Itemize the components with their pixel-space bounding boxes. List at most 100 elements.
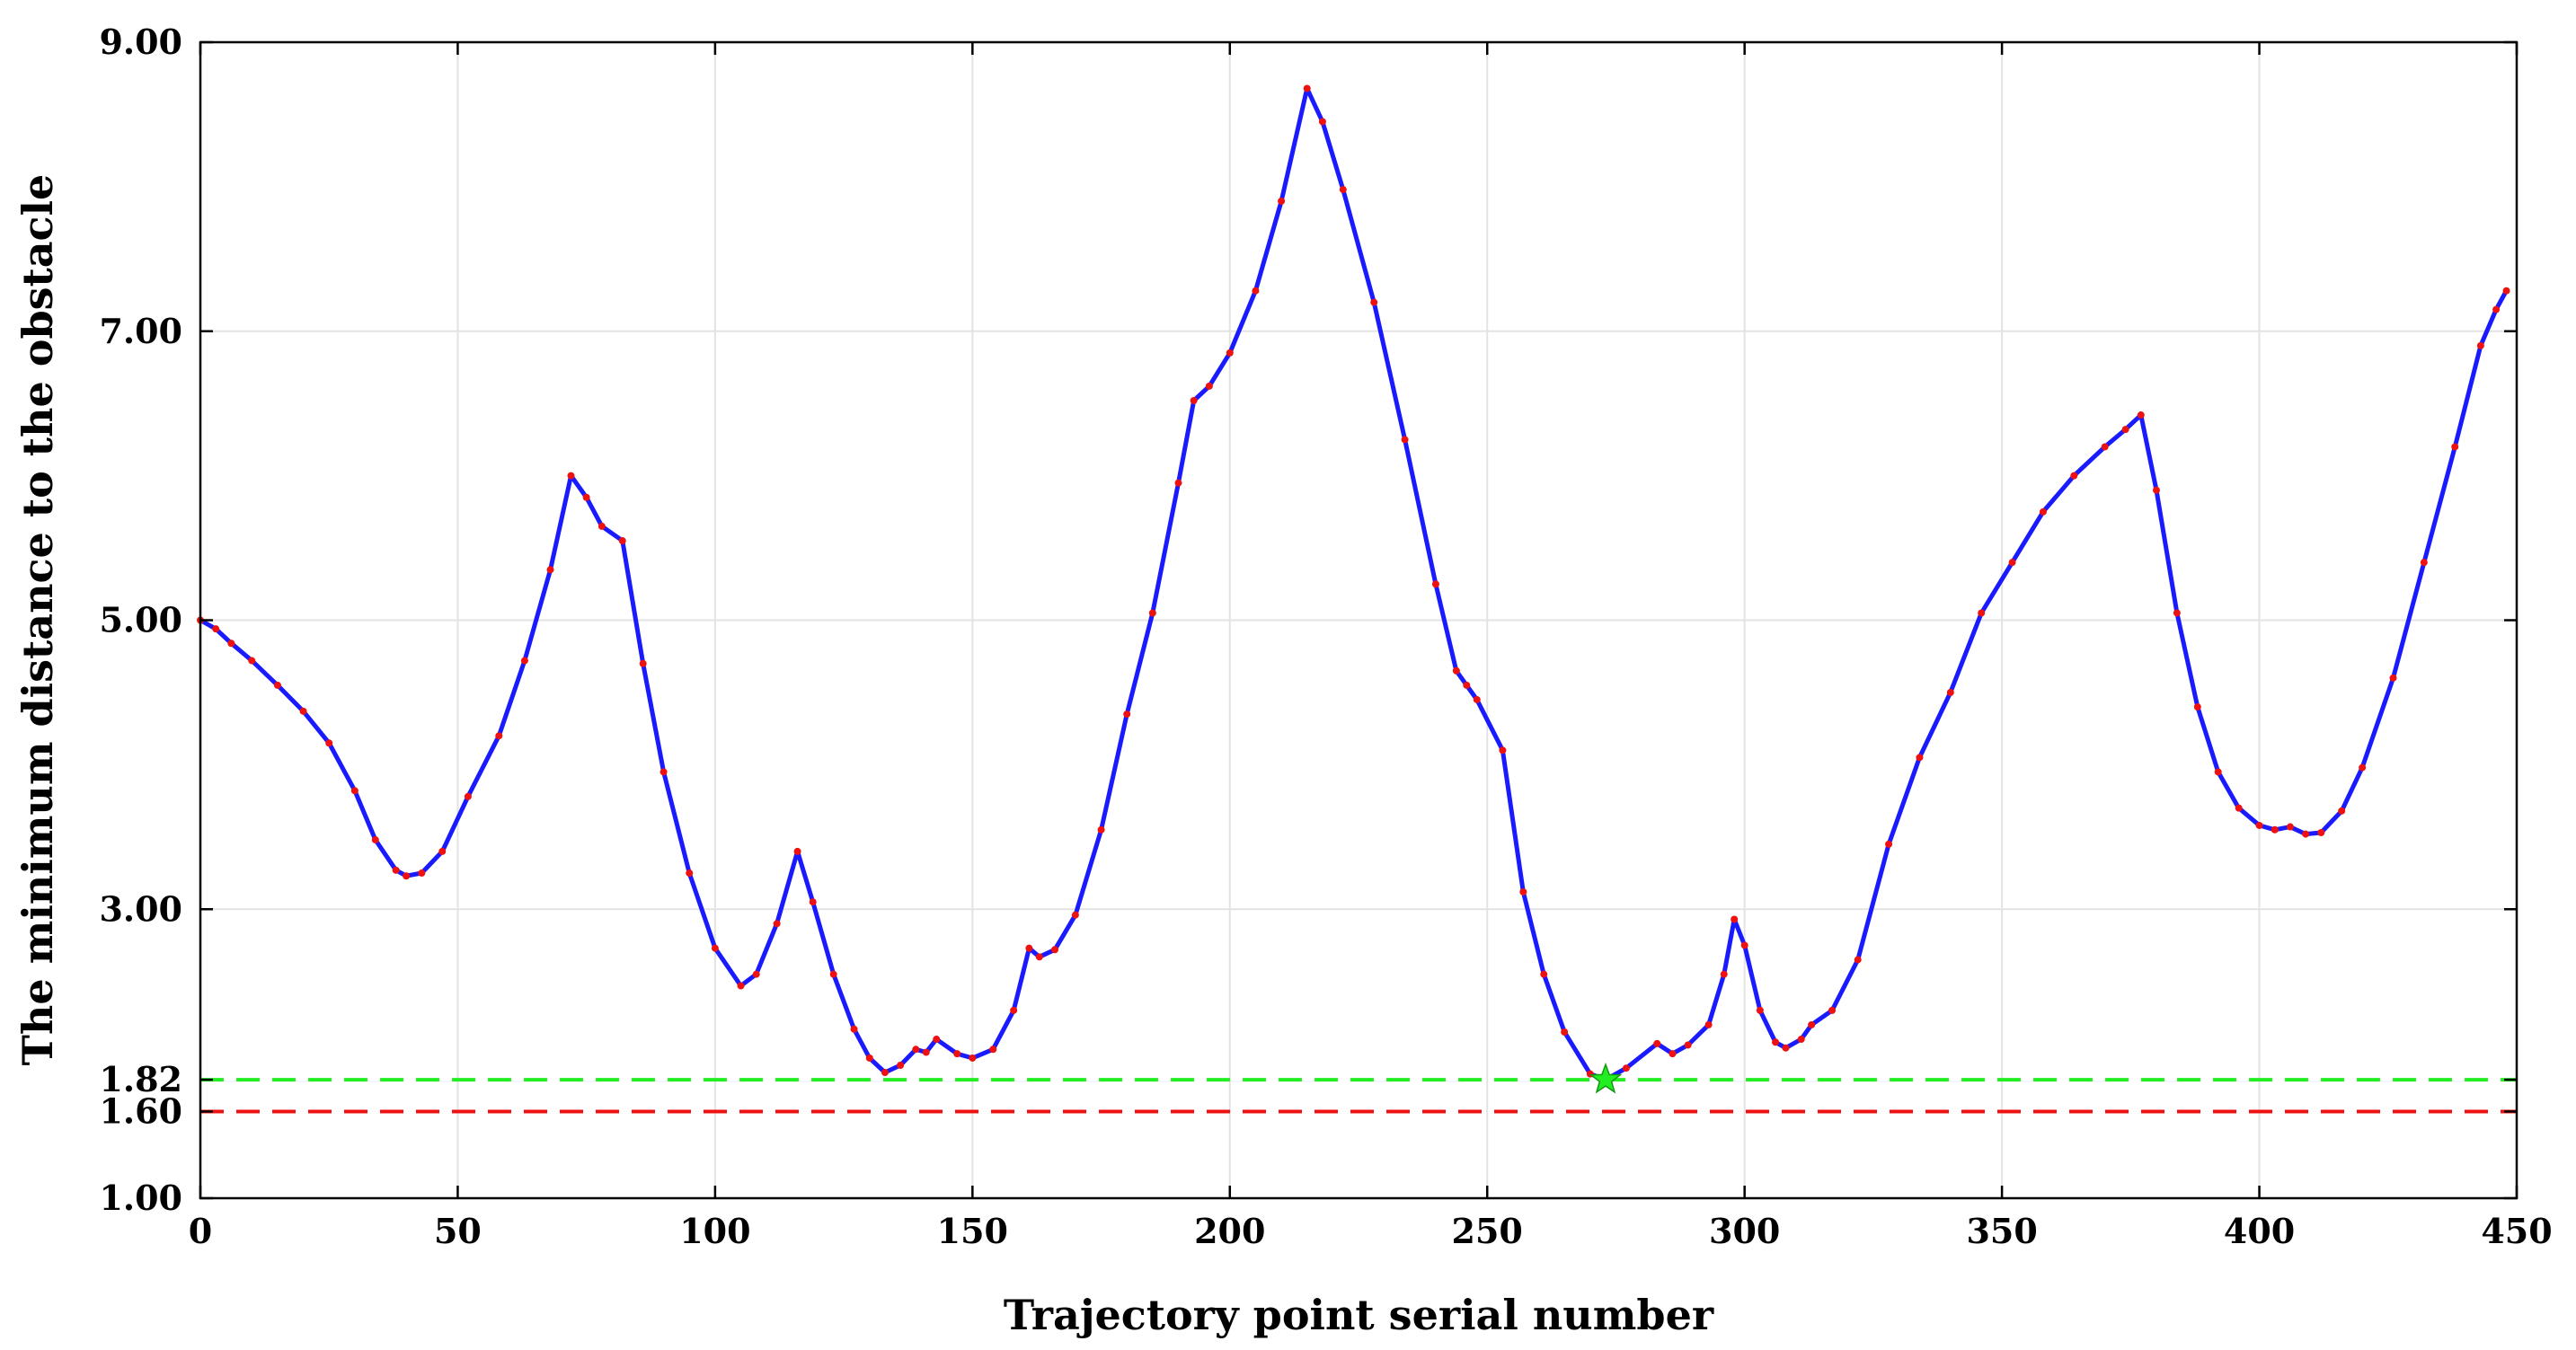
- data-point: [2137, 411, 2145, 419]
- data-point: [2235, 804, 2243, 812]
- data-point: [2389, 674, 2397, 682]
- series-path: [199, 86, 2509, 1082]
- data-point: [325, 739, 333, 747]
- data-point: [2492, 305, 2501, 313]
- x-axis-label: Trajectory point serial number: [1004, 1291, 1714, 1339]
- x-tick-label: 0: [189, 1211, 212, 1251]
- data-point: [2271, 825, 2279, 834]
- x-tick-label: 50: [434, 1211, 482, 1251]
- data-point: [1174, 479, 1182, 487]
- data-point: [773, 920, 781, 928]
- data-point: [711, 944, 719, 952]
- data-point: [2039, 507, 2047, 516]
- data-point: [2121, 426, 2129, 434]
- data-point: [659, 768, 668, 776]
- data-point: [1653, 1039, 1661, 1047]
- minimum-star-icon: [1589, 1062, 1623, 1094]
- data-point: [809, 898, 817, 906]
- data-point: [1978, 609, 1986, 617]
- y-tick-label: 1.82: [99, 1059, 182, 1099]
- x-tick-label: 350: [1966, 1211, 2037, 1251]
- y-tick-label: 9.00: [99, 22, 182, 62]
- data-point: [1473, 695, 1481, 703]
- data-point: [403, 872, 411, 880]
- data-point: [969, 1054, 977, 1062]
- data-point: [1452, 666, 1460, 675]
- data-point: [2152, 486, 2160, 494]
- data-point: [752, 970, 760, 978]
- data-point: [1370, 298, 1378, 306]
- data-point: [1035, 953, 1043, 961]
- data-point: [2193, 703, 2201, 711]
- data-point: [1740, 941, 1748, 949]
- data-point: [618, 537, 626, 545]
- data-point: [1226, 349, 1234, 357]
- data-point: [793, 847, 801, 855]
- data-point: [598, 522, 606, 530]
- data-point: [2451, 443, 2459, 451]
- data-point: [212, 625, 220, 633]
- y-tick-label: 1.00: [99, 1178, 182, 1218]
- data-point: [582, 493, 590, 501]
- data-point: [1190, 396, 1198, 404]
- data-point: [897, 1061, 905, 1069]
- data-point: [495, 732, 503, 740]
- data-point: [1025, 944, 1033, 952]
- data-point: [2302, 830, 2310, 838]
- data-point: [1252, 287, 1260, 295]
- data-point: [2286, 823, 2294, 831]
- data-point: [1808, 1020, 1816, 1028]
- data-point: [1684, 1041, 1692, 1049]
- data-point: [881, 1069, 889, 1077]
- minimum-marker: [1589, 1062, 1623, 1094]
- data-point: [1431, 580, 1439, 588]
- y-tick-label: 7.00: [99, 311, 182, 351]
- data-point: [1519, 887, 1527, 896]
- data-point: [829, 970, 837, 978]
- data-point: [1756, 1006, 1764, 1014]
- data-point: [865, 1054, 873, 1062]
- data-point-markers: [197, 84, 2510, 1084]
- data-point: [1540, 970, 1548, 978]
- data-point: [1622, 1064, 1630, 1072]
- x-tick-label: 150: [937, 1211, 1008, 1251]
- x-tick-label: 200: [1194, 1211, 1265, 1251]
- data-point: [922, 1048, 930, 1056]
- data-point: [850, 1025, 858, 1033]
- data-point: [1669, 1050, 1677, 1058]
- y-axis-ticks: 1.00 1.601.82 3.00 5.00 7.00 9.00: [99, 22, 2517, 1218]
- data-point: [1123, 710, 1131, 719]
- data-point: [1050, 946, 1058, 954]
- data-point: [1704, 1020, 1713, 1028]
- data-point: [737, 982, 745, 990]
- data-point: [1772, 1038, 1780, 1046]
- data-point: [2502, 287, 2510, 295]
- series-line: [199, 86, 2509, 1082]
- data-point: [639, 659, 647, 667]
- data-point: [1303, 84, 1311, 93]
- data-point: [2101, 443, 2109, 451]
- data-point: [2338, 807, 2346, 815]
- data-point: [2008, 559, 2016, 567]
- data-point: [686, 869, 694, 878]
- y-tick-label: 5.00: [99, 600, 182, 640]
- data-point: [438, 847, 447, 855]
- data-point: [1561, 1028, 1569, 1036]
- data-point: [248, 657, 256, 665]
- data-point: [1278, 197, 1286, 205]
- data-point: [1782, 1044, 1790, 1052]
- grid-lines: [200, 42, 2517, 1198]
- data-point: [1071, 911, 1079, 919]
- data-point: [299, 707, 307, 715]
- data-point: [933, 1036, 941, 1044]
- data-point: [1010, 1006, 1018, 1014]
- data-point: [520, 657, 528, 665]
- data-point: [350, 787, 359, 795]
- data-point: [567, 472, 575, 480]
- data-point: [1720, 970, 1728, 978]
- data-point: [2420, 559, 2428, 567]
- data-point: [1916, 754, 1924, 762]
- data-point: [1854, 956, 1862, 964]
- data-point: [1205, 382, 1213, 390]
